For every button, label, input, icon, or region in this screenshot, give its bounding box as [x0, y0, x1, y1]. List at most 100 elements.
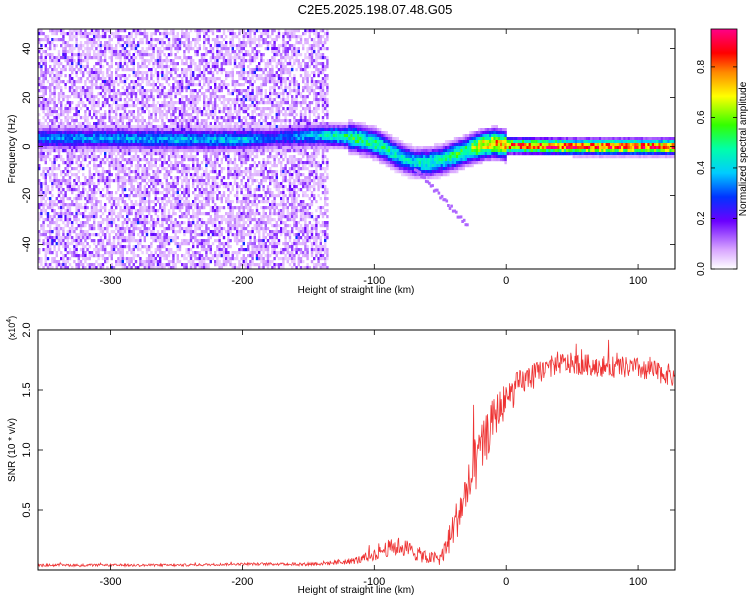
spectrogram-cell [95, 197, 98, 201]
spectrogram-cell [183, 44, 186, 48]
spectrogram-cell [167, 71, 171, 75]
spectrogram-cell [99, 41, 102, 45]
spectrogram-cell [128, 206, 131, 210]
spectrogram-cell [214, 254, 217, 258]
spectrogram-cell [141, 122, 144, 126]
spectrogram-cell [42, 128, 45, 132]
spectrogram-cell [95, 95, 98, 99]
spectrogram-cell [97, 227, 100, 231]
spectrogram-cell [134, 125, 138, 129]
spectrogram-cell [49, 239, 52, 243]
spectrogram-cell [167, 83, 171, 87]
spectrogram-cell [132, 56, 135, 60]
spectrogram-cell [132, 185, 135, 189]
spectrogram-cell [185, 140, 188, 144]
spectrogram-cell [198, 209, 201, 213]
spectrogram-cell [178, 80, 182, 84]
spectrogram-cell [126, 50, 129, 54]
spectrogram-cell [194, 101, 197, 105]
spectrogram-cell [176, 191, 179, 195]
spectrogram-cell [90, 83, 94, 87]
spectrogram-cell [130, 92, 133, 96]
spectrogram-cell [181, 185, 184, 189]
spectrogram-cell [196, 194, 199, 198]
spectrogram-cell [156, 188, 160, 192]
spectrogram-cell [209, 251, 212, 255]
spectrogram-cell [53, 62, 56, 66]
spectrogram-cell [170, 44, 173, 48]
spectrogram-cell [53, 179, 56, 183]
spectrogram-cell [187, 80, 190, 84]
spectrogram-cell [222, 254, 226, 258]
spectrogram-cell [44, 179, 47, 183]
spectrogram-cell [51, 149, 54, 153]
spectrogram-cell [106, 170, 109, 174]
spectrogram-cell [231, 257, 234, 261]
spectrogram-cell [99, 206, 102, 210]
spectrogram-cell [178, 197, 182, 201]
spectrogram-cell [86, 200, 89, 204]
spectrogram-cell [79, 149, 83, 153]
spectrogram-cell [128, 209, 131, 213]
spectrogram-cell [126, 68, 129, 72]
spectrogram-cell [192, 77, 195, 81]
spectrogram-cell [101, 188, 105, 192]
spectrogram-cell [110, 248, 113, 252]
spectrogram-cell [192, 149, 195, 153]
spectrogram-cell [238, 62, 241, 66]
spectrogram-cell [209, 185, 212, 189]
spectrogram-cell [82, 188, 85, 192]
spectrogram-cell [75, 146, 78, 150]
spectrogram-cell [117, 35, 120, 39]
spectrogram-cell [238, 47, 241, 51]
spectrogram-cell [44, 185, 47, 189]
spectrogram-cell [130, 35, 133, 39]
spectrogram-cell [181, 179, 184, 183]
spectrogram-cell [97, 29, 100, 33]
spectrogram-cell [44, 155, 47, 159]
spectrogram-cell [46, 230, 50, 234]
spectrogram-cell [95, 164, 98, 168]
spectrogram-cell [126, 113, 129, 117]
spectrogram-cell [132, 245, 135, 249]
spectrogram-cell [84, 89, 87, 93]
spectrogram-cell [90, 146, 94, 150]
spectrogram-cell [99, 263, 102, 267]
spectrogram-cell [233, 104, 237, 108]
spectrogram-cell [189, 215, 193, 219]
spectrogram-cell [176, 164, 179, 168]
spectrogram-cell [101, 146, 105, 150]
spectrogram-cell [200, 206, 204, 210]
spectrogram-cell [200, 74, 204, 78]
spectrogram-cell [141, 47, 144, 51]
spectrogram-cell [88, 182, 91, 186]
spectrogram-cell [55, 44, 58, 48]
spectrogram-cell [115, 71, 118, 75]
spectrogram-cell [220, 116, 223, 120]
spectrogram-cell [196, 218, 199, 222]
spectrogram-cell [198, 68, 201, 72]
spectrogram-cell [174, 131, 177, 135]
spectrogram-cell [236, 47, 239, 51]
spectrogram-cell [132, 71, 135, 75]
spectrogram-cell [42, 242, 45, 246]
spectrogram-cell [233, 167, 237, 171]
spectrogram-cell [134, 137, 138, 141]
spectrogram-cell [209, 56, 212, 60]
spectrogram-cell [227, 62, 230, 66]
spectrogram-cell [130, 266, 133, 269]
spectrogram-cell [128, 149, 131, 153]
spectrogram-cell [220, 251, 223, 255]
spectrogram-cell [115, 263, 118, 267]
spectrogram-cell [187, 134, 190, 138]
spectrogram-cell [220, 149, 223, 153]
spectrogram-cell [231, 224, 234, 228]
spectrogram-cell [44, 260, 47, 264]
spectrogram-cell [156, 248, 160, 252]
spectrogram-cell [222, 116, 226, 120]
spectrogram-cell [68, 206, 72, 210]
spectrogram-cell [119, 134, 122, 138]
spectrogram-cell [104, 140, 107, 144]
spectrogram-cell [71, 227, 74, 231]
spectrogram-cell [95, 35, 98, 39]
